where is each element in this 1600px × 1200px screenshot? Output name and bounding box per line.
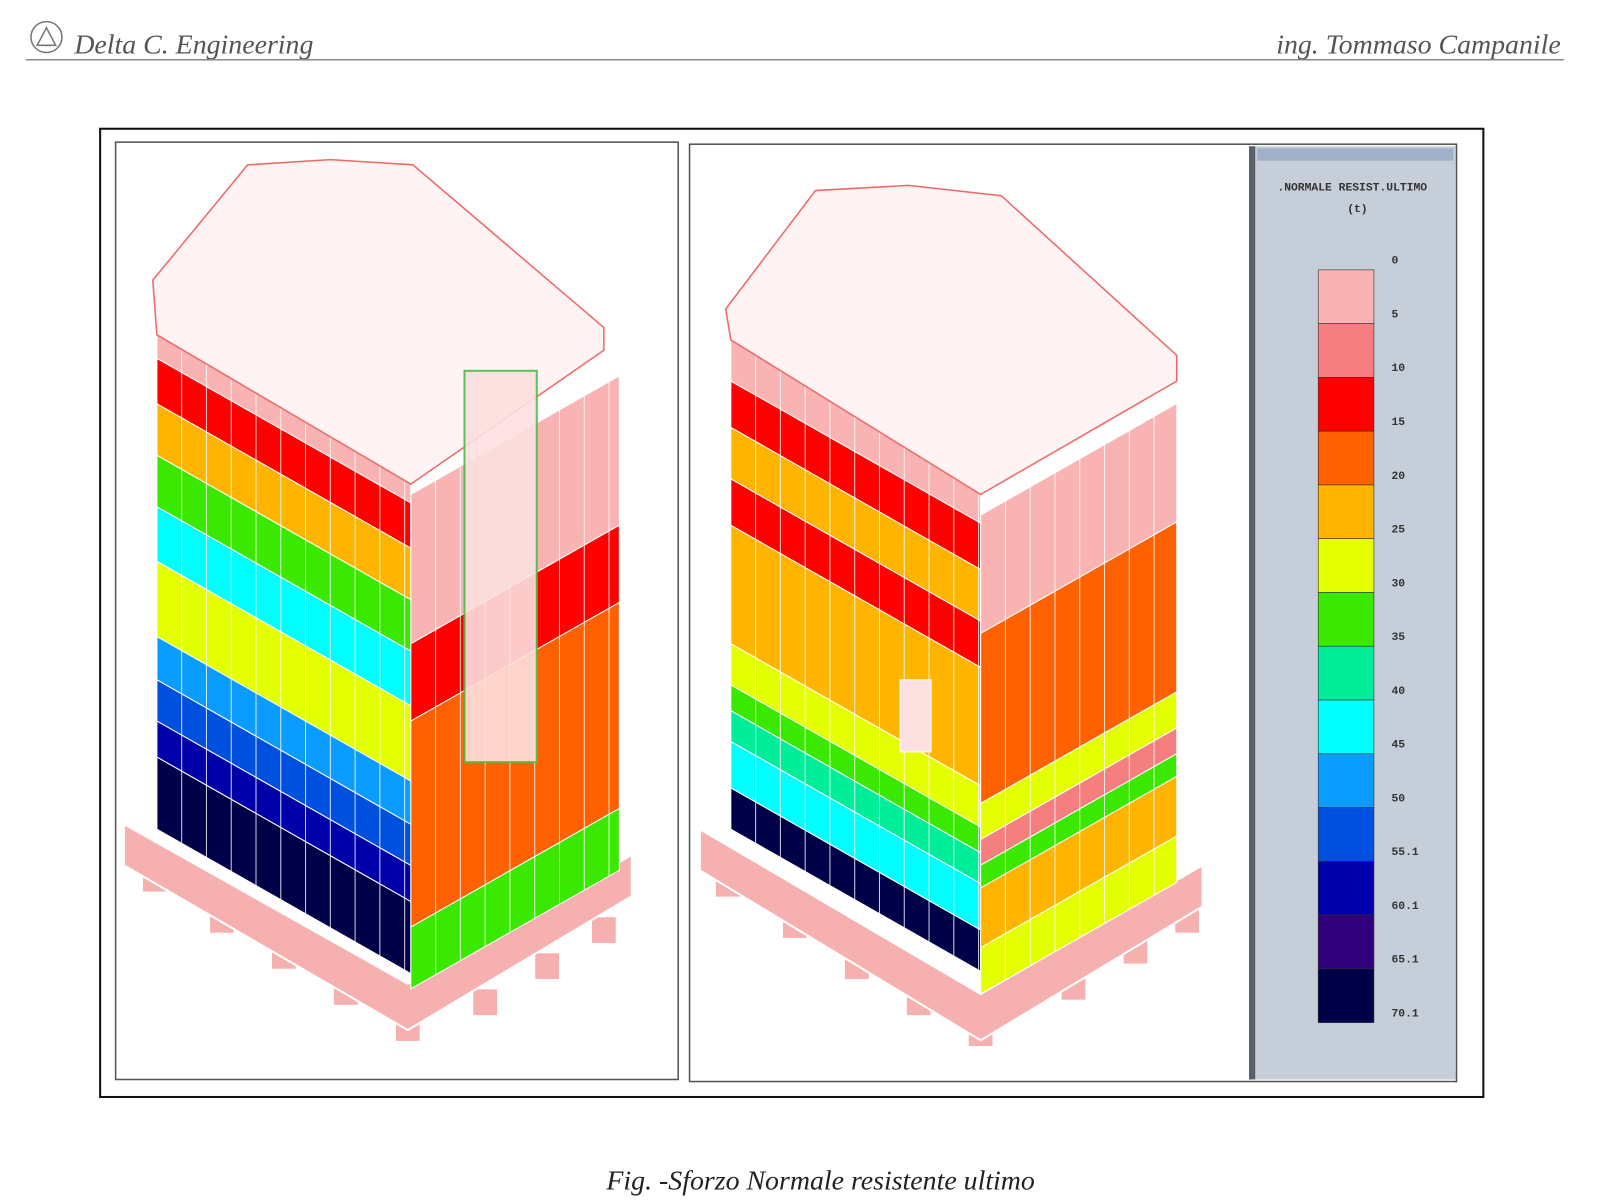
legend-swatch xyxy=(1317,914,1375,970)
header-right: ing. Tommaso Campanile xyxy=(1276,30,1561,61)
legend-swatch xyxy=(1317,699,1375,755)
legend-label: 5 xyxy=(1391,309,1398,321)
legend-label: 55.1 xyxy=(1391,847,1418,859)
legend-label: 20 xyxy=(1391,471,1405,483)
roof xyxy=(724,184,1178,496)
logo xyxy=(30,20,63,54)
header-left: Delta C. Engineering xyxy=(73,30,313,61)
wall-band xyxy=(980,835,1178,995)
legend-label: 70.1 xyxy=(1391,1008,1418,1020)
legend-label: 50 xyxy=(1391,793,1405,805)
legend-label: 40 xyxy=(1391,686,1405,698)
legend-label: 30 xyxy=(1391,578,1405,590)
caption: Fig. -Sforzo Normale resistente ultimo xyxy=(605,1166,1035,1197)
opening xyxy=(463,369,538,764)
legend-swatch xyxy=(1317,323,1375,378)
opening xyxy=(899,679,932,753)
legend-label: 45 xyxy=(1391,740,1405,752)
foundation xyxy=(122,822,633,1032)
legend-label: 35 xyxy=(1391,632,1405,644)
legend-label: 25 xyxy=(1391,525,1405,537)
legend-swatch xyxy=(1317,861,1375,916)
legend-label: 10 xyxy=(1391,363,1405,375)
legend-label: 60.1 xyxy=(1391,901,1418,913)
legend-swatch xyxy=(1317,753,1375,808)
legend-swatch xyxy=(1317,645,1375,701)
pile xyxy=(534,952,560,981)
building-models xyxy=(122,158,1204,1048)
legend-swatch xyxy=(1317,968,1375,1023)
legend-swatch xyxy=(1317,269,1375,324)
legend-scale: 0 5 10 15 20 25 30 35 40 45 50 55.1 60.1 65.1 70.1 xyxy=(1317,256,1419,1023)
legend-swatch xyxy=(1317,538,1375,593)
wall-band xyxy=(410,807,620,990)
pile xyxy=(472,988,499,1017)
legend-label: 65.1 xyxy=(1391,955,1418,967)
legend-swatch xyxy=(1317,592,1375,647)
legend-swatch xyxy=(1317,484,1375,540)
legend-divider xyxy=(1249,146,1256,1080)
legend-swatch xyxy=(1317,807,1375,862)
legend-swatch xyxy=(1317,430,1375,486)
legend-label: 0 xyxy=(1391,256,1398,268)
legend-titlebar xyxy=(1257,148,1454,161)
pile xyxy=(590,916,617,945)
legend-unit: (t) xyxy=(1347,204,1367,216)
legend-title: .NORMALE RESIST.ULTIMO xyxy=(1277,183,1427,195)
legend-swatch xyxy=(1317,377,1375,432)
legend-label: 15 xyxy=(1391,417,1405,429)
